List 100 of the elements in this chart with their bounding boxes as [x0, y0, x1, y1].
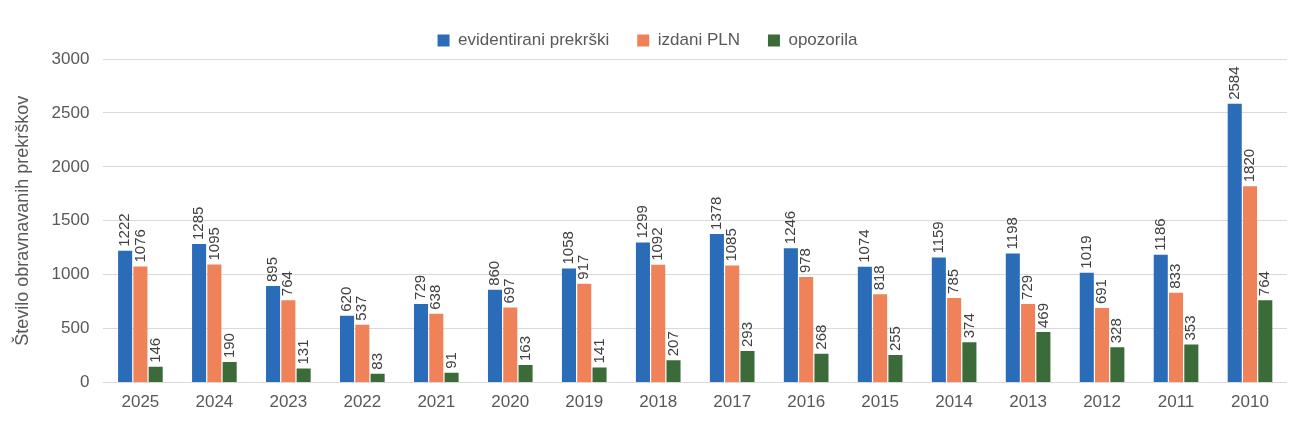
bar — [370, 373, 385, 383]
bar — [429, 313, 444, 383]
bar — [857, 266, 872, 383]
data-label: 207 — [663, 331, 681, 357]
y-tick-label: 500 — [61, 318, 90, 338]
legend-label: opozorila — [788, 30, 858, 50]
legend-label: izdani PLN — [657, 30, 740, 50]
data-label: 1186 — [1150, 218, 1168, 251]
bar — [487, 289, 503, 383]
data-label: 2584 — [1224, 66, 1242, 100]
bar — [133, 266, 148, 383]
data-label: 1058 — [559, 231, 577, 265]
y-tick-label: 2500 — [51, 102, 90, 122]
y-tick-label: 3000 — [51, 48, 90, 68]
bar — [444, 372, 459, 383]
bar — [340, 315, 355, 383]
data-label: 83 — [367, 352, 385, 370]
data-label: 1246 — [781, 210, 799, 245]
data-label: 255 — [885, 326, 903, 352]
data-label: 833 — [1166, 263, 1184, 289]
bar — [1258, 300, 1273, 383]
data-label: 860 — [485, 260, 503, 286]
bar — [592, 367, 607, 383]
bar — [709, 233, 724, 383]
data-label: 917 — [574, 254, 592, 280]
data-label: 131 — [293, 339, 311, 365]
bar — [503, 307, 518, 383]
bar — [296, 368, 311, 383]
bar — [148, 366, 163, 383]
x-tick-label: 2016 — [787, 392, 826, 412]
bar — [281, 300, 296, 383]
x-tick-label: 2010 — [1231, 392, 1269, 412]
bar — [783, 248, 798, 383]
x-tick-label: 2012 — [1083, 392, 1121, 412]
legend-label: evidentirani prekrški — [458, 30, 610, 50]
data-label: 1076 — [130, 229, 148, 263]
data-label: 268 — [811, 324, 829, 350]
data-label: 764 — [278, 271, 296, 297]
x-tick-label: 2024 — [195, 392, 234, 412]
x-tick-label: 2014 — [935, 392, 974, 412]
bar — [799, 277, 814, 383]
data-label: 293 — [737, 321, 755, 347]
bar — [1110, 347, 1125, 383]
bar — [931, 257, 946, 383]
data-label: 620 — [337, 286, 355, 312]
x-tick-label: 2020 — [491, 392, 530, 412]
bar — [1095, 308, 1110, 383]
data-label: 1095 — [204, 227, 222, 261]
y-axis-title: Število obravnavanih prekrškov — [10, 95, 32, 346]
y-tick-label: 1000 — [51, 264, 90, 284]
bar — [577, 283, 592, 383]
data-label: 978 — [796, 248, 814, 274]
data-label: 1222 — [115, 213, 133, 247]
data-label: 1285 — [189, 206, 207, 240]
bar — [355, 324, 370, 383]
data-label: 785 — [944, 268, 962, 294]
y-tick-label: 1500 — [51, 210, 90, 230]
bar — [740, 351, 755, 383]
x-tick-label: 2017 — [713, 392, 752, 412]
bar — [947, 297, 962, 383]
data-label: 469 — [1033, 302, 1051, 329]
x-tick-label: 2018 — [639, 392, 678, 412]
x-tick-label: 2011 — [1157, 392, 1195, 412]
data-label: 1019 — [1076, 235, 1094, 269]
bar — [266, 286, 281, 383]
data-label: 353 — [1181, 315, 1199, 341]
data-label: 163 — [515, 335, 533, 362]
bar — [1153, 254, 1168, 383]
bar — [222, 362, 237, 383]
data-label: 729 — [1018, 274, 1036, 300]
bar — [1036, 332, 1051, 383]
bar — [651, 264, 666, 383]
bar — [1169, 292, 1184, 383]
bar — [635, 242, 650, 383]
bar — [1021, 303, 1036, 383]
bar — [725, 265, 740, 383]
bar — [518, 365, 533, 383]
x-tick-label: 2015 — [861, 392, 900, 412]
data-label: 1085 — [722, 228, 740, 262]
data-label: 1378 — [707, 196, 725, 230]
y-tick-label: 0 — [79, 372, 90, 392]
data-label: 1198 — [1002, 217, 1020, 250]
data-label: 91 — [441, 352, 459, 369]
x-tick-label: 2023 — [269, 392, 308, 412]
bar — [962, 342, 977, 383]
data-label: 729 — [411, 274, 429, 300]
data-label: 818 — [870, 265, 888, 291]
data-label: 1820 — [1240, 148, 1258, 183]
data-label: 1299 — [633, 205, 651, 239]
data-label: 537 — [352, 295, 370, 321]
bar — [413, 303, 429, 383]
bar — [666, 360, 681, 383]
bar — [1005, 253, 1020, 383]
bar — [1242, 186, 1258, 383]
data-label: 374 — [959, 313, 977, 339]
data-label: 764 — [1255, 271, 1273, 297]
data-label: 697 — [500, 278, 518, 304]
bar — [888, 355, 903, 383]
x-tick-label: 2019 — [565, 392, 604, 412]
bar — [1227, 103, 1242, 383]
